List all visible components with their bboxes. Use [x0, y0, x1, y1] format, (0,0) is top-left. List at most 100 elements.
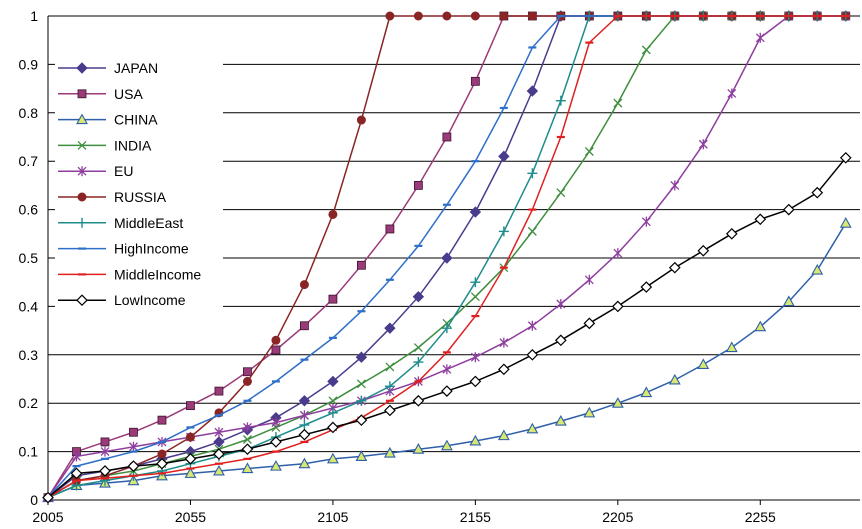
- data-point: [129, 427, 138, 437]
- legend-label: CHINA: [114, 112, 158, 128]
- data-point: [469, 375, 482, 388]
- data-point: [186, 401, 195, 411]
- data-point: [641, 45, 651, 55]
- data-point: [157, 449, 167, 459]
- data-point: [356, 115, 366, 125]
- data-point: [442, 132, 452, 142]
- data-point: [413, 343, 423, 352]
- data-point: [384, 322, 396, 334]
- data-point: [383, 446, 396, 458]
- data-point: [242, 435, 252, 444]
- y-tick-label: 0.6: [19, 202, 39, 218]
- y-tick-label: 0.9: [19, 56, 39, 72]
- data-point: [697, 244, 710, 257]
- data-point: [413, 180, 423, 190]
- data-point: [355, 414, 368, 426]
- data-point: [42, 491, 54, 504]
- data-point: [326, 452, 339, 464]
- legend-marker: [76, 294, 88, 307]
- legend-marker: [77, 140, 87, 150]
- data-point: [556, 298, 566, 309]
- data-point: [727, 88, 737, 99]
- data-point: [299, 280, 309, 290]
- data-point: [670, 180, 680, 191]
- data-point: [242, 376, 252, 386]
- y-tick-label: 0.2: [19, 395, 39, 411]
- legend-label: INDIA: [114, 137, 152, 153]
- data-point: [127, 460, 140, 472]
- data-point: [754, 213, 767, 226]
- data-point: [470, 76, 480, 86]
- data-point: [754, 320, 767, 332]
- legend-marker: [77, 89, 87, 99]
- data-point: [440, 439, 453, 451]
- x-tick-label: 2205: [602, 509, 633, 525]
- data-point: [499, 11, 509, 21]
- data-point: [641, 216, 651, 227]
- data-point: [668, 261, 681, 274]
- data-point: [497, 429, 510, 441]
- data-point: [782, 203, 795, 216]
- data-point: [271, 335, 281, 345]
- data-point: [298, 457, 311, 469]
- data-point: [243, 367, 252, 377]
- legend-marker: [76, 62, 88, 74]
- data-point: [185, 432, 195, 442]
- legend-item: MiddleEast: [58, 215, 183, 231]
- legend-item: JAPAN: [58, 60, 158, 76]
- data-point: [839, 151, 852, 164]
- data-point: [413, 11, 423, 21]
- data-point: [527, 320, 537, 331]
- data-point: [328, 396, 338, 406]
- data-point: [611, 397, 624, 408]
- legend-marker: [77, 217, 87, 228]
- legend-label: JAPAN: [114, 60, 158, 76]
- data-point: [554, 334, 567, 347]
- data-point: [698, 139, 708, 150]
- data-point: [213, 436, 225, 448]
- data-point: [725, 341, 738, 353]
- legend-marker: [76, 113, 88, 125]
- legend-item: RUSSIA: [58, 189, 167, 205]
- x-tick-label: 2255: [745, 509, 776, 525]
- data-point: [355, 351, 368, 363]
- data-point: [470, 352, 480, 363]
- data-point: [442, 364, 452, 375]
- tick-labels: 0 0.1 0.2 0.3 0.4 0.5 0.6 0.7 0.8 0.9 1 2005 2055 210…: [19, 8, 777, 525]
- data-point: [99, 465, 111, 477]
- y-tick-label: 0.4: [19, 298, 39, 314]
- data-point: [384, 404, 396, 417]
- legend-item: LowIncome: [58, 292, 186, 308]
- y-tick-label: 0.7: [19, 153, 39, 169]
- data-point: [470, 11, 480, 21]
- data-point: [611, 300, 624, 313]
- data-point: [299, 410, 309, 421]
- data-point: [214, 427, 224, 438]
- legend-item: MiddleIncome: [58, 266, 201, 282]
- data-point: [668, 373, 681, 385]
- data-point: [811, 263, 824, 275]
- legend-item: EU: [58, 163, 133, 179]
- data-point: [71, 480, 82, 491]
- data-point: [184, 453, 197, 465]
- data-point: [327, 375, 339, 388]
- legend-item: USA: [58, 86, 143, 102]
- data-point: [298, 428, 311, 441]
- data-point: [755, 32, 765, 43]
- data-point: [356, 379, 366, 389]
- data-point: [357, 260, 366, 270]
- data-point: [385, 362, 395, 372]
- legend-item: CHINA: [58, 112, 158, 128]
- legend-label: USA: [114, 86, 143, 102]
- series-group: [42, 10, 852, 504]
- legend: JAPAN USA CHINA INDIA EU RUSSIA MiddleEast High…: [55, 52, 223, 314]
- data-point: [470, 292, 480, 302]
- y-tick-label: 0.3: [19, 347, 39, 363]
- x-tick-label: 2155: [460, 509, 491, 525]
- data-point: [441, 385, 453, 397]
- data-point: [442, 11, 452, 21]
- data-point: [299, 419, 310, 430]
- y-tick-label: 0.8: [19, 105, 39, 121]
- data-point: [384, 381, 395, 392]
- data-point: [129, 441, 138, 452]
